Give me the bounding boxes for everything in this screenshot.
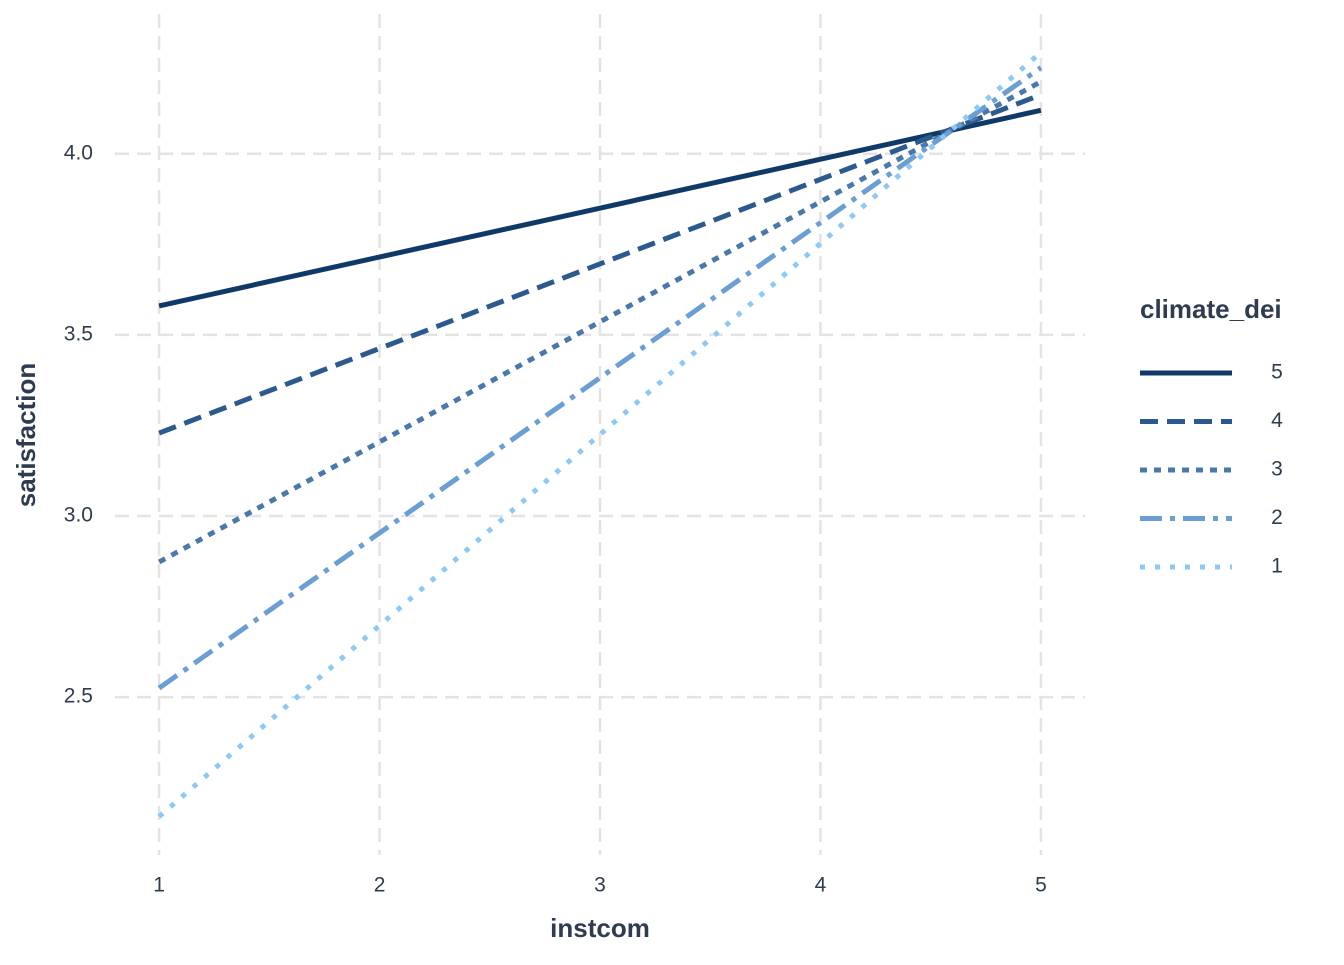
legend-label: 3 [1271, 458, 1283, 481]
series-line [157, 65, 1043, 691]
series-line [158, 92, 1042, 436]
x-tick-label: 1 [153, 874, 165, 897]
x-tick-label: 2 [374, 874, 386, 897]
legend-label: 2 [1271, 506, 1283, 529]
y-tick-label: 2.5 [64, 685, 93, 708]
series-line [158, 107, 1042, 309]
x-tick-label: 3 [594, 874, 606, 897]
legend-label: 5 [1271, 361, 1283, 384]
legend-title: climate_dei [1140, 294, 1282, 324]
y-tick-label: 4.0 [64, 141, 93, 164]
y-tick-label: 3.0 [64, 504, 93, 527]
x-tick-label: 5 [1035, 874, 1047, 897]
legend-label: 1 [1271, 555, 1283, 578]
y-axis-title: satisfaction [11, 363, 41, 508]
legend-label: 4 [1271, 409, 1283, 432]
x-tick-label: 4 [815, 874, 827, 897]
x-axis-title: instcom [550, 913, 650, 943]
y-tick-label: 3.5 [64, 322, 93, 345]
